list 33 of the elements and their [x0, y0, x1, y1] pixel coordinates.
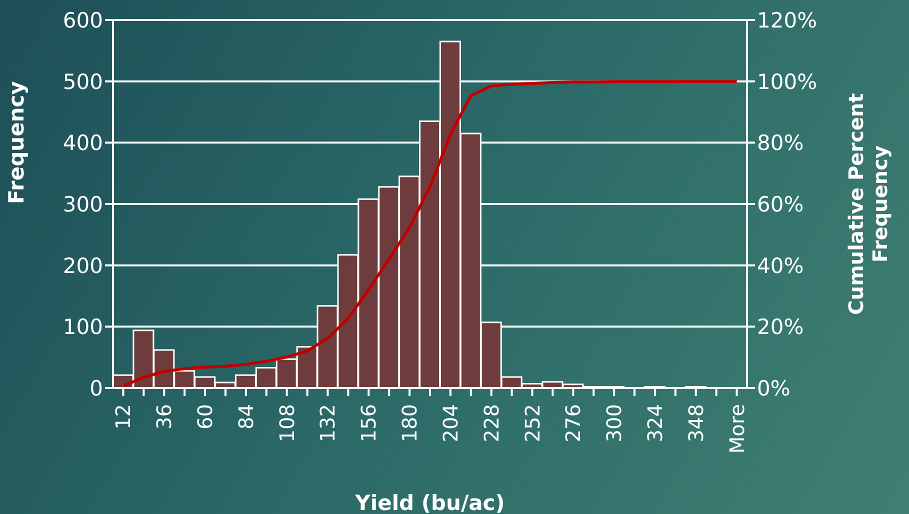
x-tick-label: 132 [316, 404, 340, 442]
y-axis-title: Frequency [4, 80, 28, 204]
y-tick-label: 0 [90, 376, 103, 400]
x-tick-label: 228 [479, 404, 504, 442]
x-tick-label: 324 [642, 404, 667, 442]
y-tick-label: 100 [62, 315, 103, 340]
x-tick-label: More [724, 404, 749, 454]
x-tick-label: 156 [356, 404, 381, 442]
x-axis-title: Yield (bu/ac) [354, 491, 505, 514]
y2-tick-label: 0% [757, 376, 790, 400]
y2-tick-label: 120% [757, 8, 818, 32]
x-tick-label: 108 [274, 404, 299, 442]
x-tick-label: 180 [398, 404, 422, 442]
x-tick-label: 252 [520, 404, 544, 442]
y-tick-label: 500 [62, 70, 103, 94]
y-tick-label: 400 [62, 131, 103, 156]
y2-tick-label: 80% [757, 131, 804, 156]
x-tick-label: 36 [152, 404, 176, 430]
y2-tick-label: 60% [757, 192, 804, 216]
x-tick-label: 348 [684, 404, 708, 442]
y2-tick-label: 20% [757, 315, 804, 340]
y-tick-label: 200 [62, 254, 103, 278]
x-tick-label: 84 [234, 404, 258, 430]
y2-axis-title: Cumulative Percent Frequency [844, 92, 892, 315]
x-tick-label: 300 [602, 404, 626, 442]
x-tick-label: 60 [193, 404, 218, 430]
y-tick-label: 300 [62, 192, 103, 216]
y2-tick-label: 100% [757, 70, 818, 94]
x-tick-label: 276 [561, 404, 586, 442]
x-tick-label: 204 [438, 404, 462, 442]
x-tick-label: 12 [111, 404, 136, 430]
y-tick-label: 600 [62, 8, 103, 32]
y2-tick-label: 40% [757, 254, 804, 278]
